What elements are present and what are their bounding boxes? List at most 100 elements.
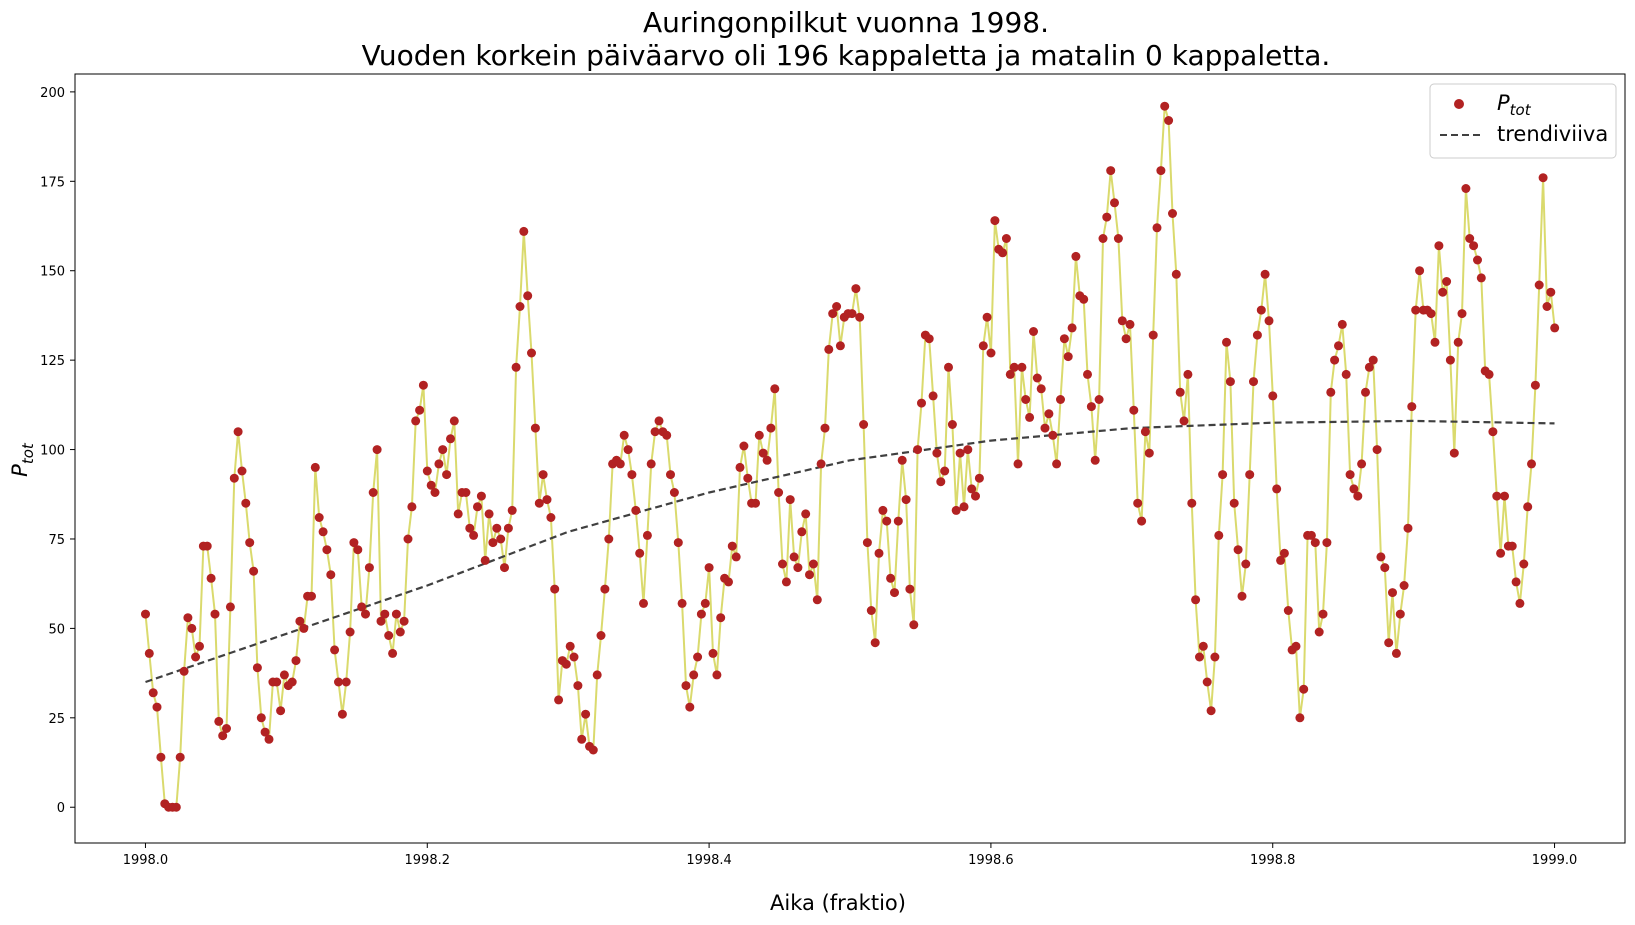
data-point bbox=[824, 344, 834, 354]
data-point bbox=[778, 559, 787, 569]
y-tick-label: 175 bbox=[40, 175, 65, 190]
data-point bbox=[399, 616, 409, 626]
data-point bbox=[781, 577, 791, 587]
data-point bbox=[1306, 530, 1316, 540]
data-point bbox=[1476, 273, 1486, 283]
data-point bbox=[870, 638, 880, 648]
data-point bbox=[1206, 706, 1216, 716]
data-point bbox=[1179, 416, 1189, 426]
data-point bbox=[1117, 316, 1127, 326]
data-point bbox=[1550, 323, 1560, 333]
data-point bbox=[252, 663, 262, 673]
data-point bbox=[1461, 184, 1471, 193]
data-point bbox=[287, 677, 297, 687]
data-point bbox=[974, 473, 984, 483]
data-point bbox=[828, 309, 838, 319]
data-point bbox=[951, 505, 961, 515]
data-point bbox=[1025, 412, 1035, 422]
data-point bbox=[936, 477, 946, 487]
data-point bbox=[635, 548, 645, 558]
data-point bbox=[1453, 337, 1463, 347]
data-point bbox=[762, 455, 772, 465]
data-point bbox=[546, 513, 556, 522]
data-point bbox=[1210, 652, 1220, 662]
data-point bbox=[1140, 427, 1150, 437]
data-point bbox=[361, 609, 370, 619]
data-point bbox=[646, 459, 656, 469]
data-point bbox=[380, 609, 390, 619]
data-point bbox=[1168, 209, 1177, 218]
data-point bbox=[229, 473, 239, 483]
data-point bbox=[955, 448, 965, 458]
data-point bbox=[550, 584, 560, 594]
data-point bbox=[971, 491, 980, 501]
data-point bbox=[1171, 269, 1181, 279]
data-point bbox=[1349, 484, 1359, 494]
data-point bbox=[411, 416, 421, 426]
data-point bbox=[789, 552, 799, 562]
data-point bbox=[805, 570, 814, 580]
data-point bbox=[893, 516, 903, 526]
data-point bbox=[627, 470, 637, 480]
data-point bbox=[334, 677, 343, 687]
data-point bbox=[716, 613, 726, 623]
data-point bbox=[581, 709, 591, 719]
data-point bbox=[1198, 641, 1208, 651]
y-tick-label: 50 bbox=[48, 622, 65, 637]
data-point bbox=[797, 527, 807, 537]
data-point bbox=[662, 430, 672, 440]
data-point bbox=[1295, 713, 1305, 723]
data-point bbox=[1125, 319, 1135, 329]
data-point bbox=[1272, 484, 1282, 494]
data-point bbox=[187, 623, 197, 633]
data-point bbox=[353, 545, 363, 555]
data-point bbox=[1395, 609, 1405, 619]
data-point bbox=[523, 291, 533, 301]
data-point bbox=[492, 523, 502, 533]
x-tick-label: 1998.8 bbox=[1250, 853, 1296, 868]
data-point bbox=[214, 716, 224, 726]
data-point bbox=[256, 713, 266, 723]
data-point bbox=[1152, 223, 1162, 233]
data-point bbox=[314, 513, 324, 522]
data-point bbox=[295, 616, 305, 626]
data-point bbox=[1001, 234, 1011, 243]
data-point bbox=[770, 384, 780, 394]
data-point bbox=[1129, 405, 1139, 415]
x-tick-label: 1998.6 bbox=[968, 853, 1014, 868]
data-point bbox=[1183, 369, 1193, 379]
data-point bbox=[426, 480, 436, 490]
data-point bbox=[569, 652, 579, 662]
data-point bbox=[1500, 491, 1509, 501]
data-point bbox=[1059, 334, 1069, 344]
data-point bbox=[751, 498, 760, 508]
data-point bbox=[631, 505, 641, 515]
data-point bbox=[1175, 387, 1185, 397]
data-point bbox=[998, 248, 1008, 258]
data-point bbox=[793, 563, 803, 573]
data-point bbox=[141, 609, 150, 619]
data-point bbox=[1102, 212, 1112, 222]
data-point bbox=[415, 405, 425, 415]
data-point bbox=[322, 545, 332, 555]
data-point bbox=[1256, 305, 1266, 315]
legend: Ptot trendiviiva bbox=[1429, 83, 1617, 159]
data-point bbox=[1384, 638, 1394, 648]
data-point bbox=[276, 706, 286, 716]
data-point bbox=[565, 641, 575, 651]
data-point bbox=[330, 645, 340, 655]
data-point bbox=[218, 731, 228, 741]
data-point bbox=[704, 563, 714, 573]
data-point bbox=[1032, 373, 1042, 383]
data-point bbox=[758, 448, 768, 458]
data-point bbox=[1318, 609, 1328, 619]
data-point bbox=[260, 727, 270, 737]
data-point bbox=[878, 505, 888, 515]
data-point bbox=[1021, 395, 1031, 404]
data-point bbox=[422, 466, 432, 476]
x-axis: 1998.0 1998.2 1998.4 1998.6 1998.8 1999.0 bbox=[123, 843, 1577, 868]
data-point bbox=[191, 652, 201, 662]
data-point bbox=[986, 348, 996, 358]
data-point bbox=[1314, 627, 1324, 637]
